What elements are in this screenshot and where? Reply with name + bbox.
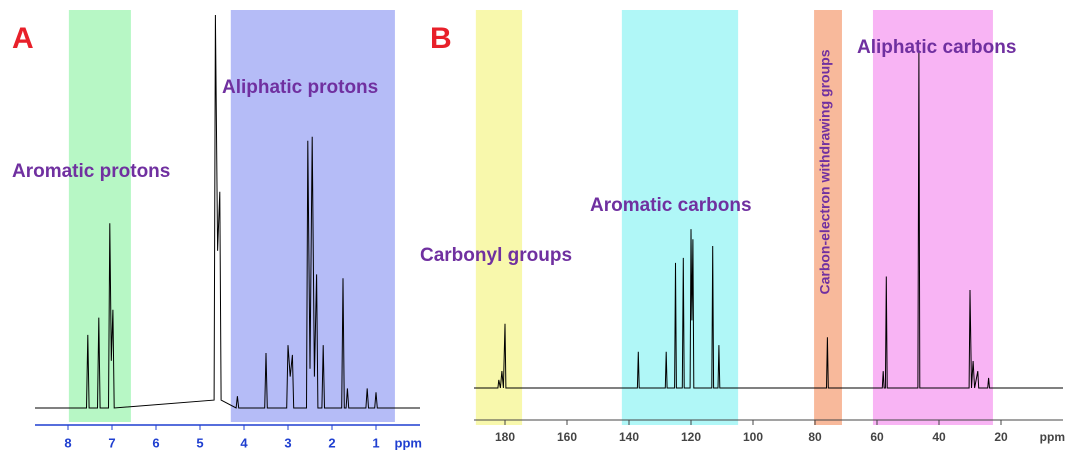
x-tick-label: 3	[284, 435, 291, 450]
region-label: Aromatic protons	[12, 161, 170, 182]
region-label: Aliphatic protons	[222, 77, 378, 98]
x-tick-label: 140	[619, 430, 639, 444]
x-tick-label: 6	[152, 435, 159, 450]
x-tick-label: 8	[64, 435, 71, 450]
x-tick-label: 40	[932, 430, 946, 444]
x-axis-label: ppm	[1040, 430, 1065, 444]
x-tick-label: 2	[328, 435, 335, 450]
region	[872, 10, 993, 425]
x-tick-label: 7	[108, 435, 115, 450]
region-label: Carbonyl groups	[420, 245, 572, 266]
region	[68, 10, 131, 422]
x-tick-label: 5	[196, 435, 203, 450]
x-tick-label: 4	[240, 435, 248, 450]
x-tick-label: 1	[372, 435, 379, 450]
x-tick-label: 180	[495, 430, 515, 444]
spectrum-line	[35, 14, 420, 409]
region-label: Aliphatic carbons	[857, 37, 1016, 58]
x-tick-label: 80	[808, 430, 822, 444]
region	[475, 10, 523, 425]
x-tick-label: 20	[994, 430, 1008, 444]
x-tick-label: 60	[870, 430, 884, 444]
panel-label: B	[430, 22, 452, 55]
x-tick-label: 120	[681, 430, 701, 444]
region	[621, 10, 739, 425]
x-axis-label: ppm	[395, 435, 422, 450]
x-tick-label: 160	[557, 430, 577, 444]
panel-label: A	[12, 22, 34, 55]
spectrum-line	[474, 49, 1063, 389]
region-label: Aromatic carbons	[590, 195, 752, 216]
x-tick-label: 100	[743, 430, 763, 444]
region-label: Carbon-electron withdrawing groups	[817, 49, 833, 294]
